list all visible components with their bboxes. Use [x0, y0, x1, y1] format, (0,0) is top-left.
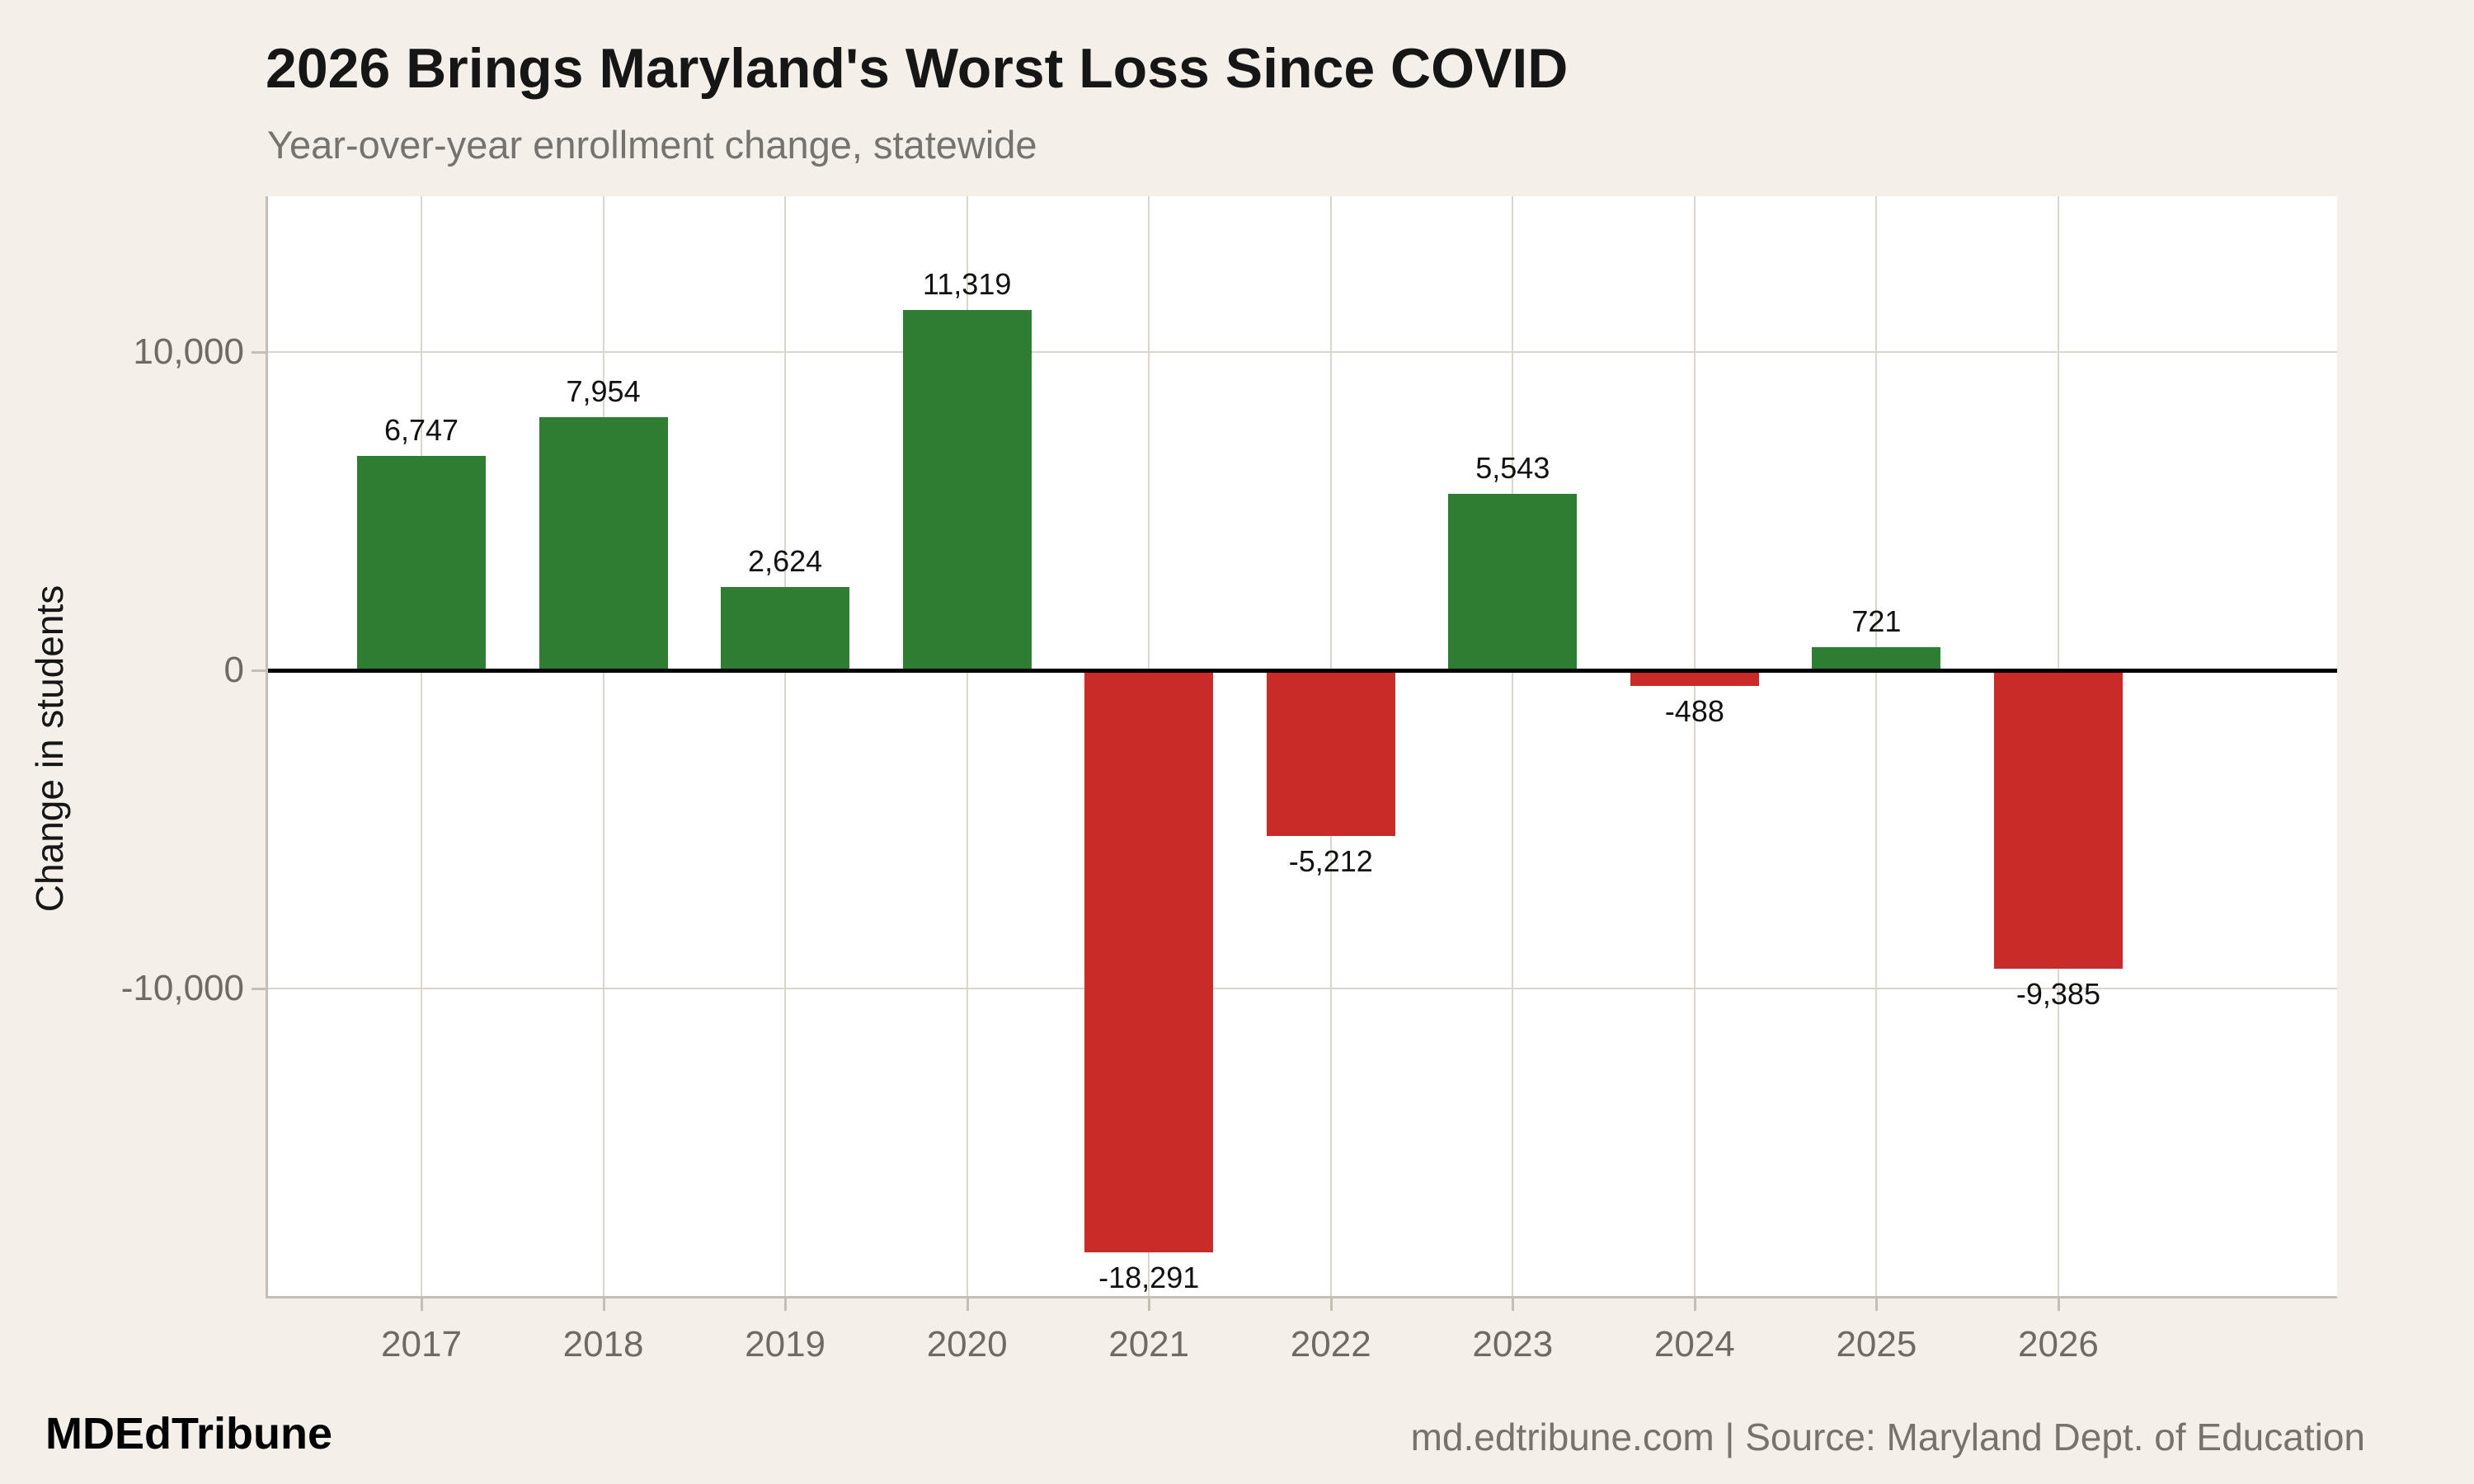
bar-value-label-2025: 721	[1851, 604, 1902, 639]
bar-value-label-2018: 7,954	[566, 373, 641, 408]
x-tick-label-2022: 2022	[1290, 1324, 1371, 1364]
y-axis-title: Change in students	[28, 585, 71, 913]
x-tick-label-2024: 2024	[1653, 1324, 1735, 1364]
bar-value-label-2021: -18,291	[1098, 1261, 1200, 1295]
bar-2020	[902, 310, 1032, 670]
v-gridline-2020	[966, 196, 968, 1298]
bar-2018	[539, 416, 668, 670]
bar-value-label-2019: 2,624	[748, 543, 823, 578]
x-tick-mark-2020	[966, 1298, 969, 1311]
x-tick-mark-2024	[1693, 1298, 1696, 1311]
zero-baseline	[266, 669, 2337, 673]
v-gridline-2024	[1693, 196, 1696, 1298]
bar-2021	[1084, 670, 1214, 1253]
x-axis-line	[266, 1296, 2337, 1298]
bar-2017	[357, 455, 486, 670]
x-tick-mark-2021	[1148, 1298, 1151, 1311]
bar-value-label-2023: 5,543	[1475, 451, 1550, 486]
bar-2025	[1812, 647, 1941, 670]
x-tick-mark-2018	[602, 1298, 605, 1311]
x-tick-label-2019: 2019	[745, 1324, 826, 1364]
x-tick-mark-2019	[784, 1298, 788, 1311]
x-tick-label-2020: 2020	[926, 1324, 1008, 1364]
chart-title: 2026 Brings Maryland's Worst Loss Since …	[266, 37, 1569, 100]
x-tick-mark-2025	[1875, 1298, 1879, 1311]
bar-value-label-2017: 6,747	[383, 412, 459, 447]
v-gridline-2017	[421, 196, 422, 1298]
x-tick-mark-2026	[2057, 1298, 2060, 1311]
y-tick-label--10000: -10,000	[120, 968, 244, 1008]
bar-value-label-2024: -488	[1664, 693, 1724, 728]
chart-subtitle: Year-over-year enrollment change, statew…	[267, 123, 1037, 167]
x-tick-label-2017: 2017	[381, 1324, 462, 1364]
bar-value-label-2020: 11,319	[922, 267, 1012, 302]
x-tick-mark-2022	[1329, 1298, 1333, 1311]
h-gridline-10000	[266, 351, 2337, 353]
v-gridline-2023	[1512, 196, 1514, 1298]
h-gridline--10000	[266, 988, 2337, 989]
x-tick-mark-2023	[1512, 1298, 1515, 1311]
bar-2026	[1993, 670, 2123, 970]
x-tick-label-2021: 2021	[1108, 1324, 1190, 1364]
x-tick-label-2025: 2025	[1836, 1324, 1917, 1364]
v-gridline-2019	[784, 196, 787, 1298]
y-tick-mark--10000	[252, 988, 266, 990]
y-tick-label-0: 0	[223, 650, 244, 690]
bar-value-label-2022: -5,212	[1288, 844, 1373, 879]
y-tick-mark-10000	[252, 351, 266, 354]
x-tick-label-2026: 2026	[2017, 1324, 2099, 1364]
x-tick-mark-2017	[421, 1298, 423, 1311]
bar-2022	[1266, 670, 1395, 837]
bar-2019	[721, 586, 850, 670]
x-tick-label-2023: 2023	[1472, 1324, 1554, 1364]
source-attribution: md.edtribune.com | Source: Maryland Dept…	[1410, 1416, 2365, 1458]
bar-value-label-2026: -9,385	[2015, 977, 2100, 1012]
bar-2023	[1448, 494, 1578, 670]
y-tick-mark-0	[252, 669, 266, 672]
v-gridline-2025	[1875, 196, 1878, 1298]
v-gridline-2018	[602, 196, 604, 1298]
y-axis-line	[266, 196, 268, 1298]
plot-area	[266, 196, 2337, 1298]
x-tick-label-2018: 2018	[562, 1324, 644, 1364]
bar-2024	[1630, 670, 1759, 686]
publisher-logo-text: MDEdTribune	[45, 1409, 332, 1458]
y-tick-label-10000: 10,000	[133, 331, 244, 372]
